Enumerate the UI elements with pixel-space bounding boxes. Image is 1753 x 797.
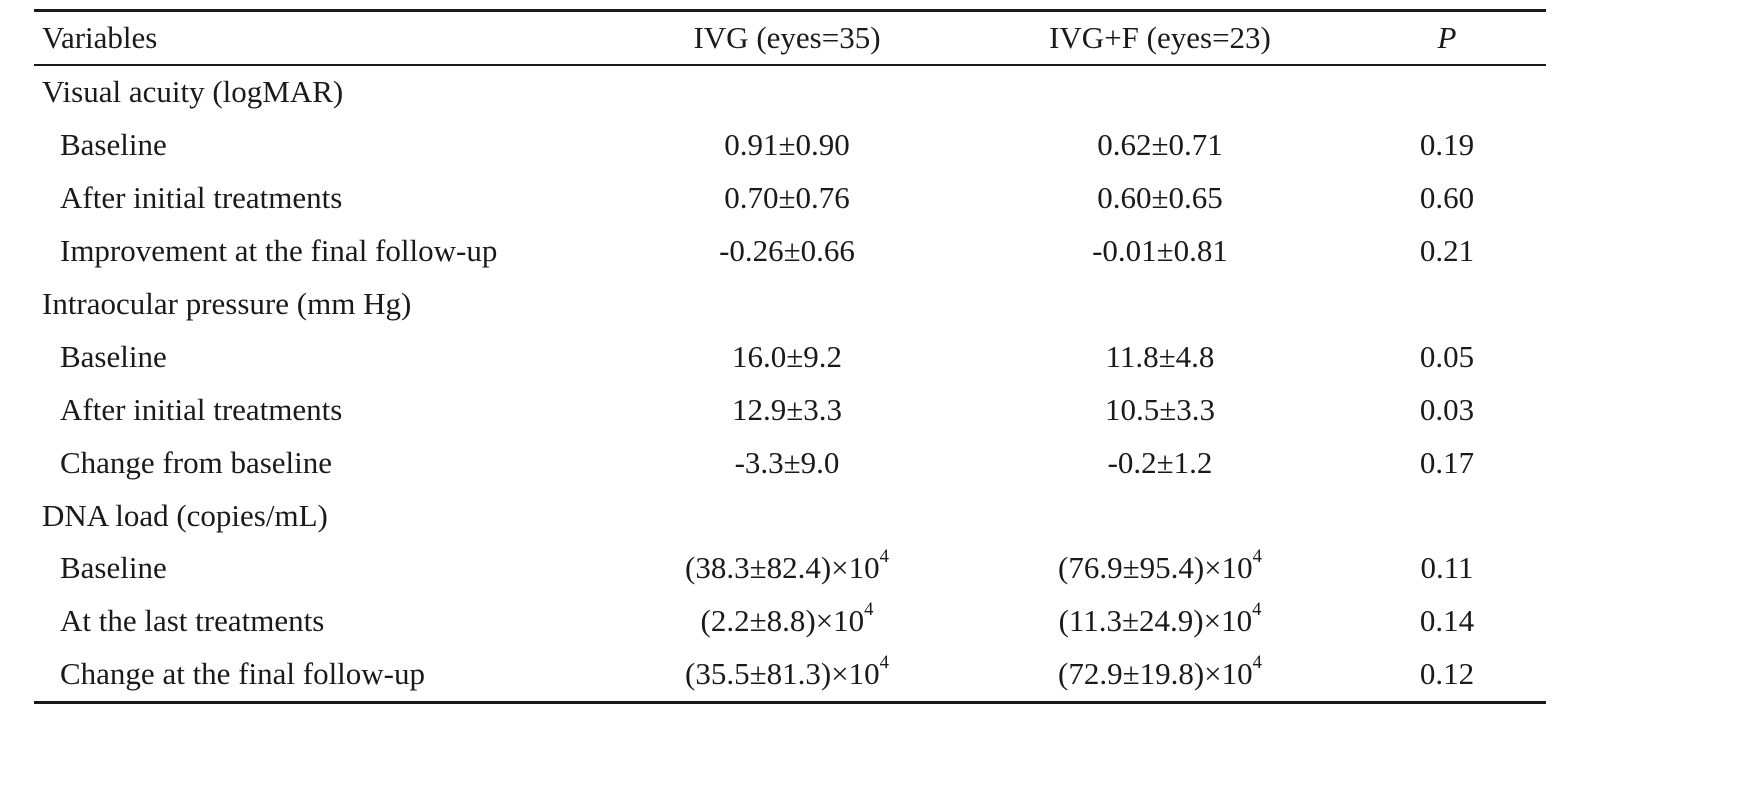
cell-p: 0.19 [1419, 127, 1475, 163]
cell-ivg-f: (11.3±24.9)×104 [972, 595, 1348, 648]
cell-ivg-exponent: 4 [879, 652, 889, 674]
cell-p: 0.17 [1419, 444, 1475, 480]
header-p-value: P [1437, 20, 1457, 55]
cell-ivg-f: -0.01±0.81 [1092, 233, 1228, 269]
cell-p: 0.12 [1419, 656, 1475, 692]
cell-ivg-exponent: 4 [864, 599, 874, 621]
cell-ivg-exponent: 4 [879, 546, 889, 568]
table-row: Improvement at the final follow-up -0.26… [34, 225, 1546, 278]
row-label: Baseline [60, 338, 167, 374]
row-label: Baseline [60, 127, 167, 163]
section-title: Visual acuity (logMAR) [42, 74, 344, 110]
cell-ivg: 0.91±0.90 [724, 127, 850, 163]
cell-p: 0.14 [1419, 603, 1475, 639]
section-row-dna-load: DNA load (copies/mL) [34, 489, 1546, 542]
cell-ivg-f-value: (72.9±19.8)×10 [1058, 656, 1253, 692]
header-ivg-f: IVG+F (eyes=23) [1049, 20, 1271, 55]
cell-ivg-f: 10.5±3.3 [1104, 391, 1215, 427]
section-title: Intraocular pressure (mm Hg) [42, 286, 412, 321]
cell-ivg-f-exponent: 4 [1252, 546, 1262, 568]
table-row: Baseline 0.91±0.90 0.62±0.71 0.19 [34, 119, 1546, 172]
cell-ivg-f: 0.62±0.71 [1097, 127, 1223, 163]
cell-ivg-f: -0.2±1.2 [1107, 444, 1213, 480]
cell-ivg-f: 0.60±0.65 [1097, 180, 1223, 216]
table-row: Change from baseline -3.3±9.0 -0.2±1.2 0… [34, 436, 1546, 489]
results-table-container: Variables IVG (eyes=35) IVG+F (eyes=23) … [34, 9, 1546, 704]
section-row-visual-acuity: Visual acuity (logMAR) [34, 65, 1546, 119]
table-row: After initial treatments 12.9±3.3 10.5±3… [34, 383, 1546, 436]
cell-ivg-f-exponent: 4 [1252, 652, 1262, 674]
header-ivg: IVG (eyes=35) [693, 20, 881, 55]
cell-ivg: (35.5±81.3)×104 [602, 648, 972, 702]
cell-ivg: 16.0±9.2 [731, 338, 842, 374]
cell-ivg: -0.26±0.66 [719, 233, 855, 269]
header-row: Variables IVG (eyes=35) IVG+F (eyes=23) … [34, 10, 1546, 65]
cell-ivg: 12.9±3.3 [731, 391, 842, 427]
cell-ivg-f-value: (11.3±24.9)×10 [1058, 603, 1253, 639]
row-label: At the last treatments [60, 603, 325, 639]
cell-p: 0.05 [1419, 338, 1475, 374]
results-table: Variables IVG (eyes=35) IVG+F (eyes=23) … [34, 9, 1546, 704]
table-header: Variables IVG (eyes=35) IVG+F (eyes=23) … [34, 10, 1546, 65]
cell-ivg-f-value: (76.9±95.4)×10 [1058, 550, 1253, 586]
cell-ivg: -3.3±9.0 [734, 444, 840, 480]
row-label: Baseline [60, 550, 167, 586]
row-label: After initial treatments [60, 180, 343, 216]
table-row: Change at the final follow-up (35.5±81.3… [34, 648, 1546, 703]
cell-p: 0.60 [1419, 180, 1475, 216]
header-variables: Variables [42, 20, 158, 55]
cell-ivg-f: (76.9±95.4)×104 [972, 542, 1348, 595]
cell-p: 0.03 [1419, 391, 1475, 427]
table-row: Baseline (38.3±82.4)×104 (76.9±95.4)×104… [34, 542, 1546, 595]
table-body: Visual acuity (logMAR) Baseline 0.91±0.9… [34, 65, 1546, 703]
section-title: DNA load (copies/mL) [42, 497, 328, 533]
row-label: Change at the final follow-up [60, 656, 426, 692]
cell-ivg: (38.3±82.4)×104 [602, 542, 972, 595]
cell-ivg: (2.2±8.8)×104 [602, 595, 972, 648]
cell-ivg-value: (2.2±8.8)×10 [700, 603, 865, 639]
table-row: Baseline 16.0±9.2 11.8±4.8 0.05 [34, 330, 1546, 383]
cell-ivg-f: 11.8±4.8 [1105, 338, 1215, 374]
table-row: After initial treatments 0.70±0.76 0.60±… [34, 172, 1546, 225]
table-row: At the last treatments (2.2±8.8)×104 (11… [34, 595, 1546, 648]
cell-ivg: 0.70±0.76 [724, 180, 850, 216]
section-row-intraocular-pressure: Intraocular pressure (mm Hg) [34, 278, 1546, 331]
cell-ivg-value: (35.5±81.3)×10 [685, 656, 880, 692]
cell-ivg-f-exponent: 4 [1252, 599, 1262, 621]
row-label: After initial treatments [60, 391, 343, 427]
row-label: Improvement at the final follow-up [60, 233, 498, 269]
cell-ivg-value: (38.3±82.4)×10 [685, 550, 880, 586]
cell-p: 0.11 [1420, 550, 1474, 586]
cell-p: 0.21 [1419, 233, 1475, 269]
cell-ivg-f: (72.9±19.8)×104 [972, 648, 1348, 702]
row-label: Change from baseline [60, 444, 333, 480]
